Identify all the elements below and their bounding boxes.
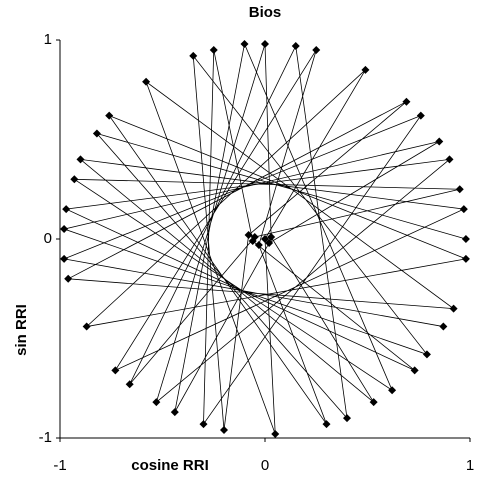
marker	[435, 137, 444, 146]
marker	[76, 155, 85, 164]
marker	[343, 414, 351, 423]
marker	[254, 240, 263, 249]
x-axis-label: cosine RRI	[131, 457, 209, 474]
chart-title: Bios	[249, 4, 282, 21]
marker	[461, 235, 470, 243]
marker	[142, 77, 151, 86]
marker	[449, 304, 458, 313]
marker	[70, 175, 79, 184]
marker	[240, 39, 249, 48]
marker	[267, 233, 276, 242]
marker	[410, 366, 419, 375]
marker	[271, 430, 280, 439]
marker	[312, 45, 321, 54]
marker	[461, 254, 470, 263]
marker	[248, 236, 257, 245]
marker	[439, 322, 448, 331]
y-axis-label: sin RRI	[13, 304, 30, 356]
marker	[322, 420, 331, 429]
marker	[92, 129, 101, 138]
marker	[105, 111, 114, 120]
marker	[170, 408, 179, 417]
marker	[369, 398, 378, 407]
marker	[402, 97, 411, 106]
marker	[445, 155, 454, 164]
x-tick-label: 0	[261, 457, 269, 474]
marker	[388, 386, 397, 395]
marker	[455, 185, 464, 194]
marker	[265, 238, 274, 247]
marker	[261, 39, 269, 48]
y-tick-label: -1	[39, 429, 52, 446]
marker	[209, 45, 218, 54]
marker	[60, 225, 69, 234]
y-tick-label: 1	[44, 31, 52, 48]
marker	[416, 111, 425, 120]
marker	[261, 235, 269, 243]
marker	[422, 350, 431, 359]
marker	[291, 41, 300, 50]
marker	[189, 51, 198, 60]
marker	[244, 231, 253, 240]
marker	[459, 205, 468, 214]
marker	[62, 205, 71, 214]
x-tick-label: -1	[53, 457, 66, 474]
marker	[82, 322, 91, 331]
marker	[125, 380, 134, 389]
y-tick-label: 0	[44, 230, 52, 247]
marker	[111, 366, 120, 375]
marker	[152, 398, 161, 407]
marker	[220, 426, 228, 435]
marker	[361, 65, 370, 74]
marker	[64, 274, 73, 283]
marker	[60, 254, 69, 263]
marker	[199, 420, 208, 429]
x-tick-label: 1	[466, 457, 474, 474]
